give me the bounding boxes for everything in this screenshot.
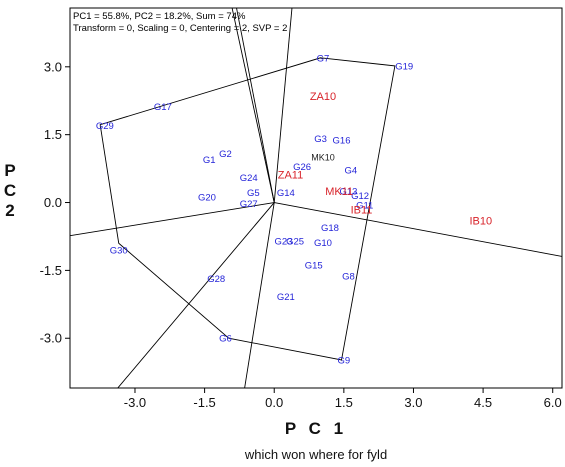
- genotype-label: G4: [344, 165, 357, 176]
- sector-ray-line: [70, 202, 275, 237]
- genotype-label: G2: [219, 149, 232, 160]
- polygon-hull: [99, 57, 396, 361]
- genotype-label: G29: [96, 121, 114, 132]
- genotype-label: G23: [275, 236, 293, 247]
- genotype-label: G19: [395, 61, 413, 72]
- genotype-label: G12: [351, 191, 369, 202]
- y-tick-label: 0.0: [44, 195, 62, 210]
- genotype-label: G16: [333, 136, 351, 147]
- x-tick-label: -1.5: [193, 395, 215, 410]
- plot-frame: [69, 7, 563, 389]
- environment-labels: ZA10 ZA11 MK10 MK11 IB11 IB10: [278, 91, 492, 227]
- y-axis-ticks: 3.0 1.5 0.0 -1.5 -3.0: [40, 59, 70, 346]
- sector-ray-line: [244, 202, 275, 388]
- environment-label: ZA11: [278, 169, 303, 181]
- environment-label: IB11: [351, 204, 373, 216]
- y-tick-label: 3.0: [44, 59, 62, 74]
- genotype-label: G3: [314, 134, 327, 145]
- y-tick-label: 1.5: [44, 127, 62, 142]
- environment-label: MK10: [311, 152, 335, 162]
- sector-ray-line: [117, 202, 275, 388]
- x-tick-label: 4.5: [474, 395, 492, 410]
- x-tick-label: 0.0: [265, 395, 283, 410]
- polygon-hull-outline: [99, 57, 396, 361]
- environment-label: ZA10: [310, 91, 336, 103]
- genotype-label: G5: [247, 188, 260, 199]
- sector-ray-line: [231, 8, 275, 203]
- genotype-label: G26: [293, 162, 311, 173]
- genotype-label: G18: [321, 223, 339, 234]
- x-axis-title: P C 1: [285, 419, 347, 438]
- x-tick-label: 1.5: [335, 395, 353, 410]
- info-line-1: PC1 = 55.8%, PC2 = 18.2%, Sum = 74%: [73, 11, 246, 22]
- sector-ray-line: [236, 8, 275, 203]
- genotype-label: G17: [154, 102, 172, 113]
- sector-rays: [70, 8, 562, 388]
- genotype-label: G1: [203, 155, 216, 166]
- genotype-label: G21: [277, 292, 295, 303]
- genotype-label: G25: [286, 236, 304, 247]
- y-axis-title-char: C: [4, 181, 20, 200]
- genotype-label: G14: [277, 188, 295, 199]
- genotype-label: G13: [340, 187, 358, 198]
- sector-ray-line: [273, 8, 293, 203]
- genotype-label: G15: [305, 260, 323, 271]
- genotype-label: G28: [207, 274, 225, 285]
- genotype-label: G20: [198, 193, 216, 204]
- y-axis-title-char: P: [4, 161, 19, 180]
- genotype-label: G8: [342, 271, 355, 282]
- y-tick-label: -1.5: [40, 263, 62, 278]
- x-tick-label: 6.0: [544, 395, 562, 410]
- genotype-label: G9: [338, 355, 351, 366]
- genotype-label: G24: [240, 173, 258, 184]
- y-tick-label: -3.0: [40, 331, 62, 346]
- y-axis-title: P C 2: [4, 161, 20, 220]
- genotype-label: G30: [110, 246, 128, 257]
- x-axis-ticks: -3.0 -1.5 0.0 1.5 3.0 4.5 6.0: [124, 388, 562, 410]
- y-axis-title-char: 2: [5, 201, 18, 220]
- info-line-2: Transform = 0, Scaling = 0, Centering = …: [73, 23, 287, 34]
- genotype-label: G6: [219, 334, 232, 345]
- x-tick-label: 3.0: [404, 395, 422, 410]
- environment-label: IB10: [469, 216, 492, 228]
- x-tick-label: -3.0: [124, 395, 146, 410]
- environment-label: MK11: [325, 186, 353, 198]
- genotype-label: G27: [240, 199, 258, 210]
- genotype-label: G10: [314, 238, 332, 249]
- genotype-label: G7: [317, 53, 330, 64]
- genotype-label: G11: [356, 200, 373, 211]
- chart-caption: which won where for fyld: [244, 447, 387, 462]
- sector-ray-line: [274, 202, 562, 257]
